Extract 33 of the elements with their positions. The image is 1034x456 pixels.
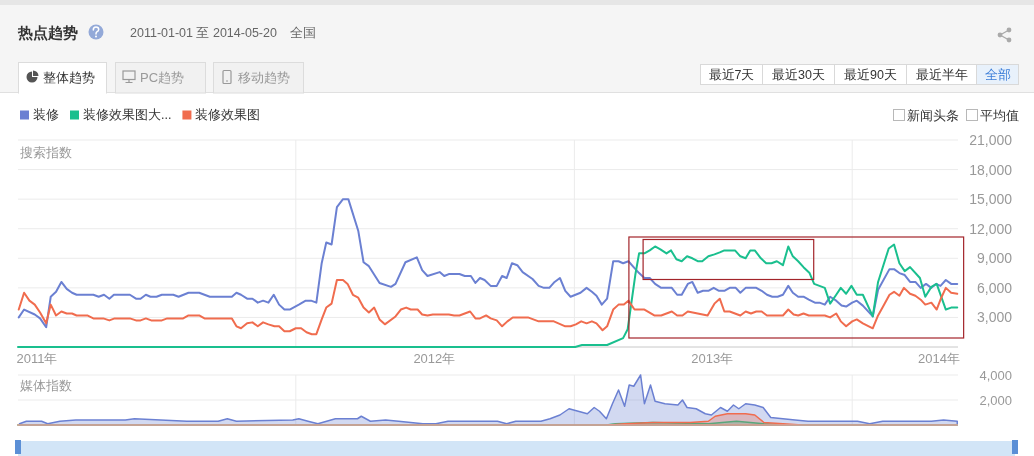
legend-item: 装修效果图 xyxy=(182,108,261,122)
y-tick-label: 12,000 xyxy=(969,220,1013,237)
text: 整体趋势 xyxy=(43,70,95,85)
text: 全部 xyxy=(984,68,1011,82)
y-tick-label: 15,000 xyxy=(969,191,1013,208)
y-tick-label: 18,000 xyxy=(969,161,1013,178)
legend-item: 装修 xyxy=(20,108,59,122)
legend-item: 装修效果图大... xyxy=(70,108,172,122)
chart-subtitle: 2011-01-01 至 2014-05-20 xyxy=(130,26,277,40)
y-tick-label: 6,000 xyxy=(976,279,1013,296)
x-tick-label: 2014年 xyxy=(918,351,960,366)
text: 最近7天 xyxy=(708,68,755,82)
x-tick-label: 2013年 xyxy=(691,351,734,366)
text: 新闻头条 xyxy=(907,109,959,123)
chart-title: 热点趋势 xyxy=(17,24,78,41)
y-tick-label: 21,000 xyxy=(969,132,1013,148)
y-tick-label: 4,000 xyxy=(979,367,1012,383)
text: 最近30天 xyxy=(772,68,825,82)
text: 最近90天 xyxy=(844,68,897,82)
legend-label: 装修效果图 xyxy=(195,108,261,122)
text: PC趋势 xyxy=(140,70,185,85)
text: 移动趋势 xyxy=(238,70,290,85)
text: 平均值 xyxy=(980,109,1019,123)
x-tick-label: 2012年 xyxy=(413,351,456,366)
text: 全国 xyxy=(290,26,316,40)
y-tick-label: 9,000 xyxy=(976,250,1013,267)
y-tick-label: 3,000 xyxy=(976,309,1013,326)
y-axis-title: 媒体指数 xyxy=(20,379,72,393)
y-tick-label: 2,000 xyxy=(979,392,1012,408)
y-axis-title: 搜索指数 xyxy=(20,146,72,160)
text: 最近半年 xyxy=(915,68,968,82)
x-tick-label: 2011年 xyxy=(16,351,58,366)
legend-label: 装修 xyxy=(33,108,59,122)
